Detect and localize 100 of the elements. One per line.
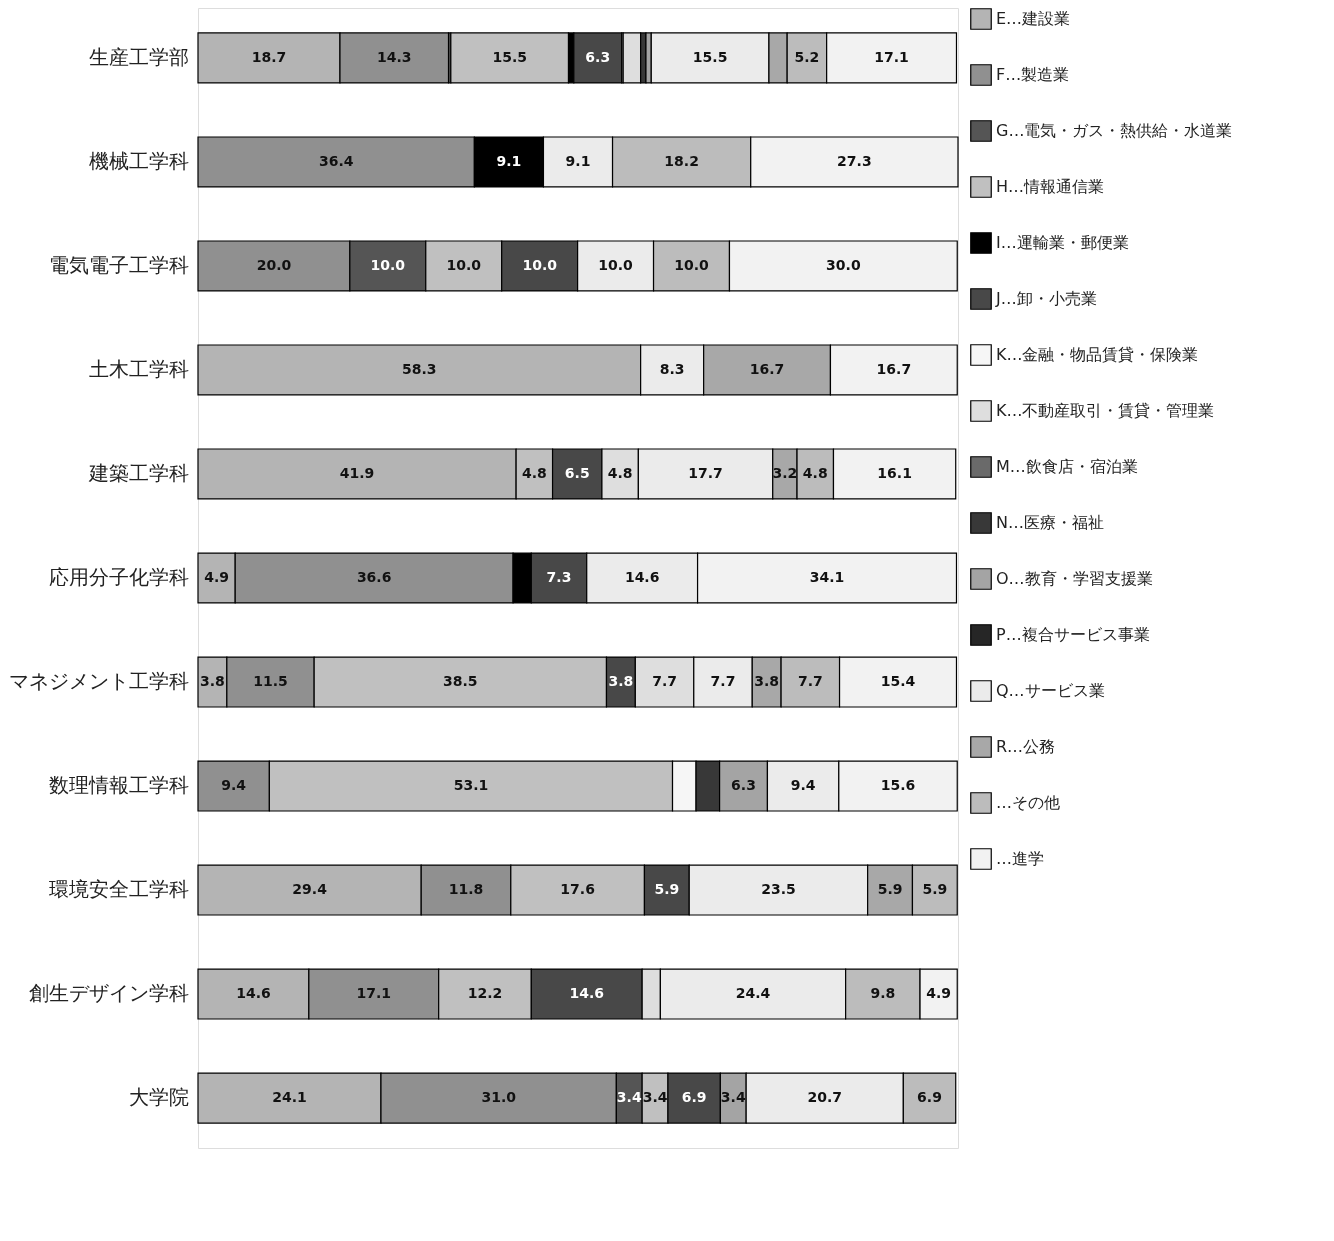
data-label: 3.8: [754, 673, 780, 690]
legend-label: K…不動産取引・賃貸・管理業: [996, 401, 1215, 420]
data-label: 17.1: [874, 48, 909, 65]
data-label: 36.4: [318, 152, 354, 169]
data-label: 3.4: [642, 1089, 668, 1106]
y-tick-label: 機械工学科: [88, 148, 189, 173]
data-label: 7.7: [652, 673, 677, 690]
data-label: 31.0: [481, 1089, 517, 1106]
data-label: 12.2: [467, 985, 503, 1002]
data-label: 5.9: [654, 881, 680, 898]
y-tick-label: マネジメント工学科: [8, 669, 189, 694]
data-label: 20.7: [807, 1089, 843, 1106]
legend-label: J…卸・小売業: [995, 289, 1097, 308]
y-tick-label: 電気電子工学科: [48, 252, 189, 277]
data-label: 36.6: [356, 569, 392, 585]
data-label: 6.9: [917, 1089, 942, 1106]
data-label: 3.8: [200, 673, 225, 690]
data-label: 3.8: [608, 673, 634, 690]
data-label: 17.1: [356, 985, 392, 1002]
y-tick-label: 環境安全工学科: [48, 877, 189, 902]
data-label: 10.0: [674, 256, 710, 273]
data-label: 4.8: [802, 464, 828, 481]
data-label: 11.8: [448, 881, 484, 898]
legend-label: O…教育・学習支援業: [996, 569, 1153, 588]
legend-label: F…製造業: [996, 65, 1070, 84]
data-label: 4.8: [521, 464, 547, 481]
data-label: 6.3: [731, 777, 756, 794]
legend-label: I…運輸業・郵便業: [996, 233, 1129, 252]
bar: [622, 32, 642, 84]
y-tick-label: 創生デザイン学科: [28, 981, 189, 1006]
data-label: 58.3: [402, 360, 437, 377]
data-label: 41.9: [339, 464, 375, 481]
data-label: 15.5: [492, 48, 527, 65]
data-label: 15.5: [692, 48, 728, 65]
data-label: 5.9: [922, 881, 948, 898]
y-tick-label: 生産工学部: [88, 44, 189, 69]
data-label: 10.0: [370, 256, 406, 273]
legend-label: G…電気・ガス・熱供給・水道業: [996, 121, 1233, 140]
data-label: 30.0: [826, 256, 861, 273]
data-label: 6.3: [585, 48, 611, 65]
data-label: 34.1: [809, 569, 845, 585]
data-label: 14.6: [236, 985, 271, 1002]
data-label: 14.3: [376, 48, 412, 65]
data-label: 23.5: [761, 881, 796, 898]
data-label: 16.7: [876, 360, 912, 377]
y-tick-label: 数理情報工学科: [48, 773, 189, 798]
data-label: 3.4: [720, 1089, 746, 1106]
data-label: 7.7: [710, 673, 736, 690]
legend-label: K…金融・物品賃貸・保険業: [996, 345, 1199, 364]
data-label: 4.8: [607, 464, 633, 481]
data-label: 53.1: [453, 777, 489, 794]
data-label: 5.9: [877, 881, 903, 898]
data-label: 7.3: [546, 569, 572, 585]
data-label: 15.4: [880, 673, 916, 690]
data-label: 17.6: [560, 881, 595, 898]
data-label: 14.6: [569, 985, 604, 1002]
legend-label: N…医療・福祉: [996, 513, 1104, 532]
legend-label: P…複合サービス事業: [996, 625, 1150, 644]
data-label: 29.4: [292, 881, 328, 898]
data-label: 4.9: [926, 985, 952, 1002]
data-label: 20.0: [256, 256, 292, 273]
data-label: 9.8: [870, 985, 896, 1002]
data-label: 38.5: [443, 673, 478, 690]
legend-label: R…公務: [996, 737, 1056, 756]
data-label: 16.7: [749, 360, 785, 377]
legend-label: …その他: [996, 793, 1060, 812]
data-label: 6.5: [564, 464, 590, 481]
data-label: 18.7: [251, 48, 287, 65]
data-label: 9.4: [790, 777, 816, 794]
legend-label: M…飲食店・宿泊業: [996, 457, 1138, 476]
data-label: 11.5: [253, 673, 288, 690]
data-label: 6.9: [681, 1089, 707, 1106]
legend-label: Q…サービス業: [996, 681, 1105, 700]
data-label: 3.2: [772, 464, 798, 481]
y-tick-label: 応用分子化学科: [48, 565, 189, 589]
data-label: 9.1: [496, 152, 522, 169]
data-label: 27.3: [837, 152, 872, 169]
data-label: 3.4: [616, 1089, 642, 1106]
data-label: 24.1: [272, 1089, 307, 1106]
data-label: 15.6: [880, 777, 916, 794]
data-label: 16.1: [877, 464, 912, 481]
y-tick-label: 土木工学科: [88, 356, 189, 381]
y-tick-label: 建築工学科: [87, 460, 189, 485]
data-label: 10.0: [522, 256, 558, 273]
data-label: 18.2: [664, 152, 699, 169]
data-label: 10.0: [598, 256, 634, 273]
data-label: 5.2: [794, 48, 820, 65]
legend-label: H…情報通信業: [996, 177, 1105, 196]
data-label: 17.7: [688, 464, 723, 481]
bar: [450, 32, 570, 84]
data-label: 9.1: [565, 152, 591, 169]
data-label: 4.9: [204, 569, 230, 585]
data-label: 10.0: [446, 256, 482, 273]
legend-label: E…建設業: [996, 9, 1071, 28]
data-label: 7.7: [797, 673, 823, 690]
data-label: 14.6: [624, 569, 660, 585]
legend-label: …進学: [996, 849, 1044, 868]
y-tick-label: 大学院: [128, 1085, 189, 1110]
data-label: 24.4: [735, 985, 771, 1002]
data-label: 8.3: [659, 360, 685, 377]
